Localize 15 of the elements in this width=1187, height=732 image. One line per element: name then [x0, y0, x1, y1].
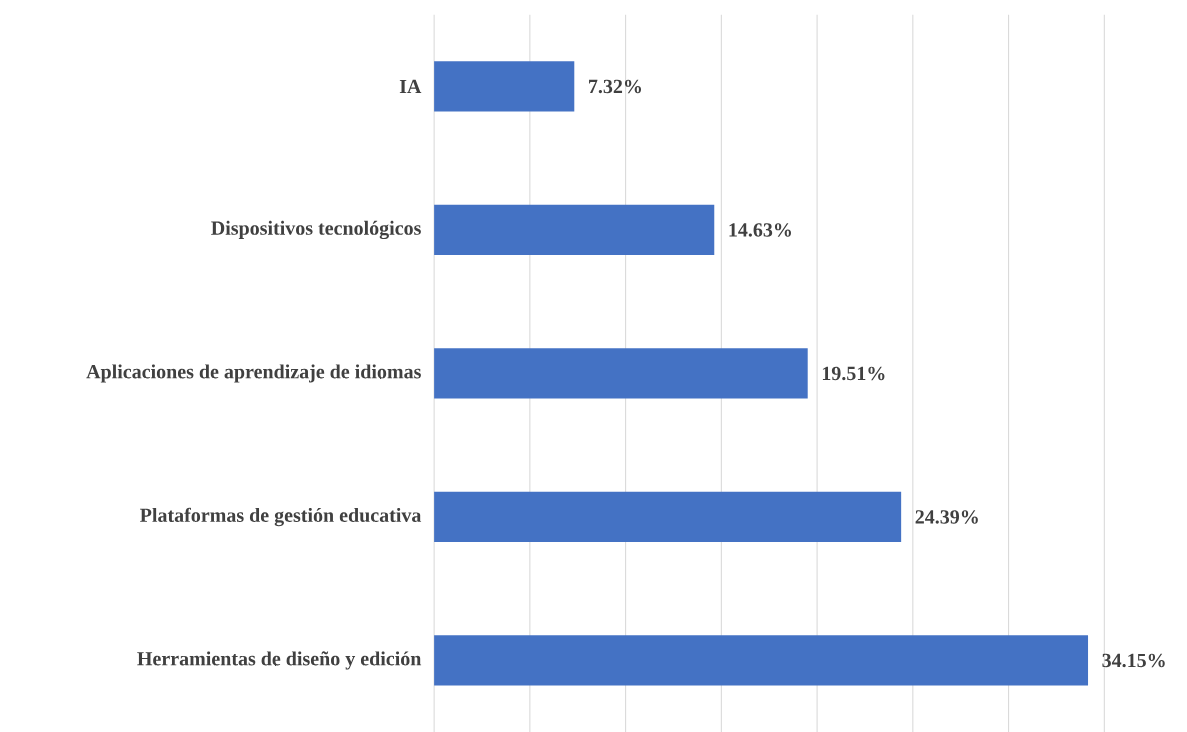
bar	[434, 204, 715, 255]
data-label: 24.39%	[915, 510, 978, 524]
y-tick-label: IA	[399, 79, 422, 93]
y-tick-label: Dispositivos tecnológicos	[211, 220, 421, 239]
y-tick-label: Plataformas de gestión educativa	[140, 507, 422, 527]
data-label: 7.32%	[589, 79, 642, 94]
y-tick-label: Aplicaciones de aprendizaje de idiomas	[86, 364, 421, 383]
data-label: 19.51%	[822, 366, 885, 381]
bar	[434, 635, 1089, 686]
bar	[434, 348, 808, 399]
data-label: 34.15%	[1102, 653, 1165, 668]
bar	[434, 491, 902, 542]
bar	[434, 61, 575, 112]
data-label: 14.63%	[729, 223, 791, 237]
y-tick-label: Herramientas de diseño y edición	[137, 651, 422, 670]
